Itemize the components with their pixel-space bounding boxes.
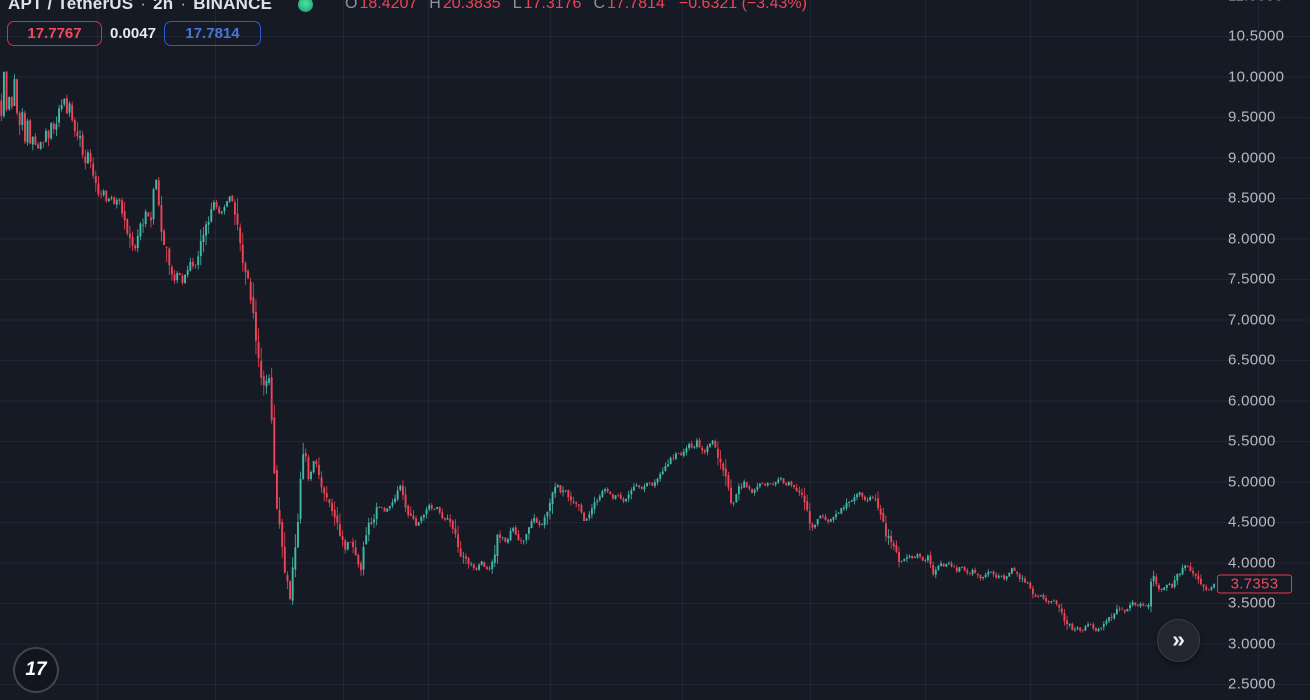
bid-ask-row: 17.7767 0.0047 17.7814: [7, 21, 261, 46]
ohlc-high-value: 20.3835: [442, 0, 501, 12]
price-tick-label: 7.0000: [1228, 311, 1276, 328]
price-tick-label: 3.0000: [1228, 635, 1276, 652]
bid-price-button[interactable]: 17.7767: [7, 21, 102, 46]
title-separator: ·: [140, 0, 147, 13]
tradingview-logo-glyph: 17: [25, 659, 47, 680]
price-tick-label: 6.5000: [1228, 351, 1276, 369]
ask-price-button[interactable]: 17.7814: [164, 21, 261, 46]
ohlc-close-letter: C: [593, 0, 606, 12]
ohlc-open-letter: O: [345, 0, 358, 12]
symbol-header: APT / TetherUS · 2h · BINANCE: [8, 0, 314, 15]
exchange-label: BINANCE: [193, 0, 273, 13]
tradingview-logo[interactable]: 17: [13, 647, 59, 693]
price-tick-label: 5.5000: [1228, 432, 1276, 450]
price-tick-label: 10.0000: [1228, 68, 1285, 85]
double-chevron-right-icon: »: [1172, 625, 1185, 652]
ohlc-open-value: 18.4207: [359, 0, 418, 12]
spread-value: 0.0047: [110, 25, 156, 42]
ohlc-low-letter: L: [512, 0, 522, 12]
interval-label[interactable]: 2h: [153, 0, 174, 13]
price-tick-label: 10.5000: [1228, 27, 1285, 45]
price-tick-label: 2.5000: [1228, 675, 1276, 693]
price-tick-label: 9.0000: [1228, 149, 1276, 166]
price-tick-label: 7.5000: [1228, 270, 1276, 288]
price-tick-label: 5.0000: [1228, 473, 1276, 490]
price-tick-label: 4.0000: [1228, 554, 1276, 571]
symbol-title-button[interactable]: APT / TetherUS · 2h · BINANCE: [8, 0, 272, 14]
price-tick-label: 3.5000: [1228, 594, 1276, 612]
price-tick-label: 9.5000: [1228, 108, 1276, 126]
symbol-name: APT / TetherUS: [8, 0, 134, 13]
price-axis[interactable]: 11.0000 10.5000 10.0000 9.5000 9.0000 8.5000 8…: [1220, 0, 1310, 700]
ohlc-low-value: 17.3176: [523, 0, 582, 12]
price-tick-label: 8.0000: [1228, 230, 1276, 247]
ohlc-high-letter: H: [429, 0, 441, 12]
price-tick-label: 11.0000: [1228, 0, 1283, 4]
price-tick-label: 4.5000: [1228, 513, 1276, 531]
last-price-axis-label: 3.7353: [1217, 574, 1292, 594]
title-separator: ·: [180, 0, 187, 13]
price-change-readout: −0.6321 (−3.43%): [678, 0, 807, 12]
ohlc-readout: O 18.4207 H 20.3835 L 17.3176 C 17.7814 −0.6…: [345, 0, 807, 15]
market-status-icon[interactable]: [298, 0, 314, 12]
price-tick-label: 8.5000: [1228, 189, 1276, 207]
ohlc-close-value: 17.7814: [607, 0, 665, 12]
price-tick-label: 6.0000: [1228, 392, 1276, 409]
scroll-to-recent-button[interactable]: »: [1157, 619, 1200, 662]
